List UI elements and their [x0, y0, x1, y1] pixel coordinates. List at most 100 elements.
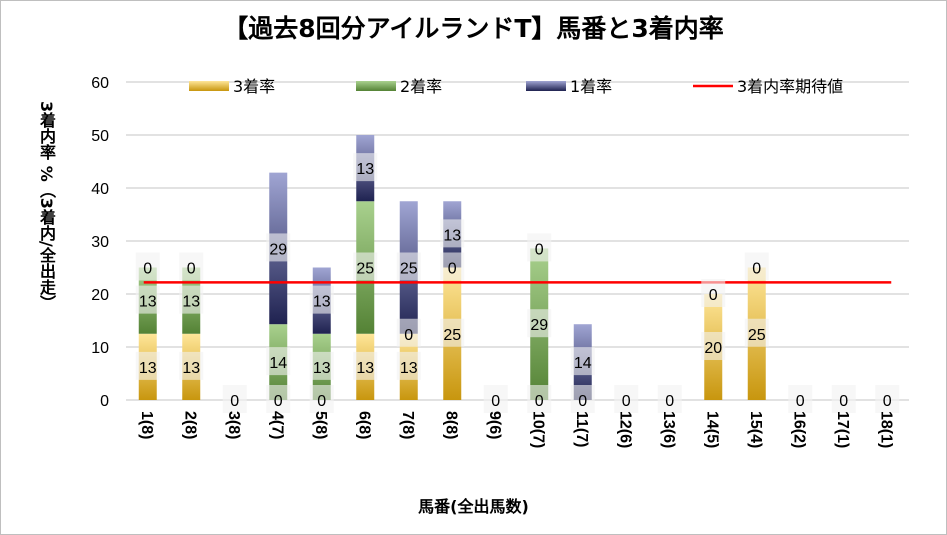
data-label-bg: [396, 351, 421, 380]
x-tick-label: 4(7): [268, 411, 285, 439]
data-label-bg: [527, 309, 552, 338]
x-tick-label: 15(4): [747, 411, 764, 448]
legend-label: 1着率: [570, 77, 612, 96]
data-label-bg: [266, 385, 291, 413]
data-label-bg: [135, 351, 160, 380]
x-tick-label: 3(8): [225, 411, 242, 439]
data-label-bg: [483, 385, 508, 413]
data-label-bg: [701, 279, 726, 307]
x-tick-label: 14(5): [703, 411, 720, 448]
data-label-bg: [135, 252, 160, 281]
data-label-bg: [744, 252, 769, 281]
y-tick-label: 40: [91, 181, 109, 198]
data-label-bg: [353, 252, 378, 281]
data-label: 0: [535, 241, 544, 258]
data-label: 13: [443, 227, 461, 244]
data-label-bg: [179, 351, 204, 380]
legend-swatch: [356, 81, 396, 91]
x-tick-label: 12(6): [616, 411, 633, 448]
data-label-bg: [744, 318, 769, 347]
data-label: 13: [400, 360, 418, 377]
data-label-bg: [353, 351, 378, 380]
data-label-bg: [875, 385, 900, 413]
y-axis-title: 3着内率 %（3着内/全出走）: [37, 101, 56, 311]
x-tick-label: 7(8): [399, 411, 416, 439]
data-label: 0: [709, 287, 718, 304]
data-label: 0: [274, 393, 283, 410]
data-label: 0: [187, 261, 196, 278]
data-label-bg: [440, 318, 465, 347]
x-tick-label: 1(8): [138, 411, 155, 439]
y-tick-label: 60: [91, 75, 109, 92]
x-tick-label: 2(8): [181, 411, 198, 439]
data-label-bg: [179, 285, 204, 314]
y-tick-label: 30: [91, 234, 109, 251]
x-tick-label: 10(7): [529, 411, 546, 448]
x-tick-label: 6(8): [355, 411, 372, 439]
data-label-bg: [309, 285, 334, 314]
data-label-bg: [527, 233, 552, 262]
data-label: 14: [269, 355, 287, 372]
x-tick-label: 17(1): [834, 411, 851, 448]
data-label: 0: [230, 393, 239, 410]
data-label: 13: [139, 360, 157, 377]
y-tick-label: 20: [91, 287, 109, 304]
legend-label: 3着内率期待値: [737, 77, 843, 96]
data-label-bg: [309, 351, 334, 380]
data-label: 14: [574, 355, 592, 372]
data-label-bg: [309, 385, 334, 413]
data-label-bg: [222, 385, 247, 413]
data-label: 0: [535, 393, 544, 410]
x-tick-label: 9(6): [486, 411, 503, 439]
data-label: 0: [796, 393, 805, 410]
data-label: 13: [356, 360, 374, 377]
data-label: 0: [752, 261, 761, 278]
data-label: 13: [182, 360, 200, 377]
x-tick-label: 11(7): [573, 411, 590, 447]
x-tick-label: 16(2): [790, 411, 807, 448]
data-label: 0: [404, 327, 413, 344]
data-label-bg: [440, 252, 465, 281]
data-label: 25: [400, 261, 418, 278]
data-label-bg: [353, 153, 378, 182]
y-tick-label: 0: [100, 393, 109, 410]
data-label-bg: [527, 385, 552, 413]
data-label: 25: [748, 327, 766, 344]
data-label-bg: [701, 332, 726, 360]
data-label: 13: [139, 294, 157, 311]
data-label: 13: [182, 294, 200, 311]
x-tick-label: 13(6): [660, 411, 677, 448]
data-label-bg: [266, 347, 291, 376]
data-label: 0: [883, 393, 892, 410]
data-label-bg: [396, 318, 421, 347]
data-label: 29: [530, 317, 548, 334]
data-label: 29: [269, 241, 287, 258]
legend-label: 2着率: [400, 77, 442, 96]
data-label-bg: [788, 385, 813, 413]
data-label: 25: [443, 327, 461, 344]
data-label: 13: [356, 161, 374, 178]
data-label-bg: [831, 385, 856, 413]
data-label: 0: [578, 393, 587, 410]
x-tick-label: 8(8): [442, 411, 459, 439]
data-label: 0: [143, 261, 152, 278]
data-label-bg: [614, 385, 639, 413]
data-label: 0: [665, 393, 674, 410]
data-label-bg: [440, 219, 465, 248]
data-label-bg: [570, 385, 595, 413]
data-label: 0: [839, 393, 848, 410]
x-axis-title: 馬番(全出馬数): [418, 497, 529, 516]
y-tick-label: 50: [91, 128, 109, 145]
data-label-bg: [266, 233, 291, 262]
legend-swatch: [189, 81, 229, 91]
y-tick-label: 10: [91, 340, 109, 357]
data-label-bg: [570, 347, 595, 376]
data-label: 25: [356, 261, 374, 278]
data-label: 0: [491, 393, 500, 410]
data-label: 13: [313, 294, 331, 311]
data-label-bg: [179, 252, 204, 281]
legend-label: 3着率: [233, 77, 275, 96]
x-tick-label: 5(8): [312, 411, 329, 439]
